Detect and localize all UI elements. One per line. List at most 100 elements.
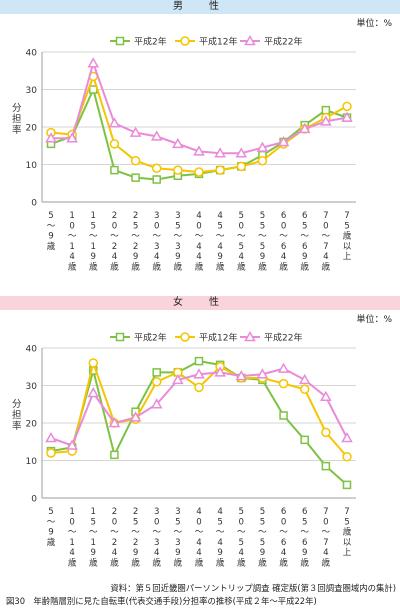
x-tick-label: 5 5 〜 5 9 歳 [258,211,267,273]
y-tick-label: 10 [26,457,38,467]
y-tick-label: 30 [26,86,38,96]
legend-label: 平成2年 [134,332,167,344]
data-point [108,117,121,128]
x-tick-label: 6 5 〜 6 9 歳 [300,507,309,569]
data-point [278,378,289,389]
data-point [321,427,331,438]
data-point [87,386,100,398]
legend-marker [244,34,256,46]
data-point [193,368,205,379]
legend-marker [244,330,256,342]
legend-entry: 平成22年 [240,34,302,48]
x-tick-label: 2 5 〜 2 9 歳 [131,507,140,569]
x-tick-label: 6 0 〜 6 4 歳 [279,211,288,273]
y-tick-label: 10 [26,161,38,171]
legend-label: 平成12年 [199,36,237,48]
x-tick-label: 1 0 〜 1 4 歳 [68,211,77,273]
data-point [108,416,121,428]
legend-marker [115,36,125,46]
data-point [45,431,57,443]
x-tick-label: 3 0 〜 3 4 歳 [152,211,161,273]
data-point [46,448,56,458]
data-point [151,377,162,387]
y-tick-label: 30 [26,382,38,392]
data-point [235,147,248,158]
data-point [151,163,162,173]
legend-label: 平成2年 [134,36,167,48]
data-point [321,105,331,115]
x-tick-label: 1 0 〜 1 4 歳 [68,507,77,569]
legend-marker [115,332,125,342]
data-point [298,373,311,385]
male-section-banner: 男 性 [0,0,400,14]
data-point [214,366,226,377]
data-point [131,173,140,182]
male-line-chart: 0 10 20 30 40 分担率 5 〜 9 歳 1 0 〜 1 4 歳 1 5 〜 1 9 歳 2 0 〜 2 4 歳 2 5 〜 2 9 歳… [12,34,356,273]
x-tick-label: 4 5 〜 4 9 歳 [216,211,225,273]
data-point [257,156,268,166]
legend-entry: 平成22年 [240,330,302,344]
data-point [215,165,225,175]
data-point [342,480,352,490]
legend-label: 平成22年 [264,332,302,344]
data-point [194,356,204,366]
data-point [129,411,142,422]
data-point [150,398,163,409]
data-point [194,382,204,393]
legend-label: 平成22年 [264,36,302,48]
x-tick-label: 5 0 〜 5 4 歳 [237,211,246,273]
legend-label: 平成12年 [199,332,237,344]
data-point [320,115,332,126]
data-point [110,165,119,175]
data-point [66,439,78,450]
legend-entry: 平成2年 [110,332,167,344]
legend-entry: 平成2年 [110,36,167,48]
female-unit-label: 単位：% [356,315,392,325]
legend-entry: 平成12年 [175,36,237,48]
x-tick-label: 4 0 〜 4 4 歳 [195,507,204,569]
x-tick-label: 4 0 〜 4 4 歳 [195,211,204,273]
y-axis-label: 分担率 [12,103,22,136]
data-point [299,384,310,394]
data-point [172,137,184,149]
data-point [130,156,141,166]
data-point [129,126,142,137]
legend-marker [180,36,190,46]
data-point [277,362,290,373]
data-point [300,435,309,445]
data-point [66,132,78,143]
x-tick-label: 7 5 歳以上 [343,211,352,262]
data-point [173,165,183,175]
data-point [152,175,161,184]
data-point [235,370,248,381]
x-tick-label: 2 0 〜 2 4 歳 [110,507,119,569]
x-tick-label: 3 0 〜 3 4 歳 [152,507,161,569]
legend-marker [180,332,190,342]
x-tick-label: 4 5 〜 4 9 歳 [216,507,225,569]
data-point [341,111,353,122]
x-tick-label: 5 5 〜 5 9 歳 [258,507,267,569]
x-tick-label: 5 0 〜 5 4 歳 [237,507,246,569]
data-point [109,139,120,149]
data-point [214,147,226,158]
figure-caption: 図30 年齢階層別に見た自転車(代表交通手段)分担率の推移(平成２年〜平成22年… [6,596,317,606]
male-unit-label: 単位：% [356,19,392,29]
data-point [341,431,353,443]
data-point [110,450,119,460]
data-point [45,132,57,143]
female-section-banner: 女 性 [0,296,400,310]
data-point [277,135,290,147]
y-tick-label: 0 [31,495,37,505]
x-tick-label: 1 5 〜 1 9 歳 [89,507,98,569]
data-point [256,141,269,152]
x-tick-label: 6 5 〜 6 9 歳 [300,211,309,273]
x-tick-label: 7 5 歳以上 [343,507,352,558]
x-tick-label: 1 5 〜 1 9 歳 [89,211,98,273]
source-note: 資料：第５回近畿圏パーソントリップ調査 確定版(第３回調査圏域内の集計) [110,583,396,593]
series-line [50,86,348,181]
x-tick-label: 5 〜 9 歳 [47,507,56,548]
y-tick-label: 20 [26,420,38,430]
data-point [88,358,99,368]
y-tick-label: 40 [26,49,38,59]
y-axis-label: 分担率 [12,399,22,432]
